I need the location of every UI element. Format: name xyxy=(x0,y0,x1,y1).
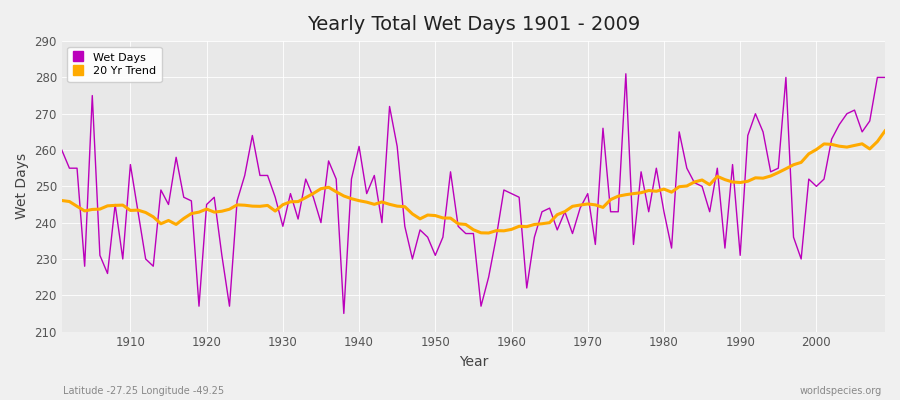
Wet Days xyxy=(605,209,616,214)
20 Yr Trend xyxy=(514,224,525,229)
20 Yr Trend xyxy=(483,231,494,236)
Wet Days xyxy=(506,191,517,196)
Wet Days xyxy=(331,177,342,182)
20 Yr Trend xyxy=(879,128,890,133)
20 Yr Trend xyxy=(285,199,296,204)
Line: Wet Days: Wet Days xyxy=(62,74,885,314)
Wet Days xyxy=(514,195,525,200)
Wet Days xyxy=(285,191,296,196)
20 Yr Trend xyxy=(57,198,68,203)
Wet Days xyxy=(879,75,890,80)
Wet Days xyxy=(338,311,349,316)
20 Yr Trend xyxy=(605,197,616,202)
Wet Days xyxy=(57,148,68,152)
20 Yr Trend xyxy=(117,203,128,208)
Text: Latitude -27.25 Longitude -49.25: Latitude -27.25 Longitude -49.25 xyxy=(63,386,224,396)
20 Yr Trend xyxy=(331,189,342,194)
X-axis label: Year: Year xyxy=(459,355,488,369)
Text: worldspecies.org: worldspecies.org xyxy=(800,386,882,396)
Legend: Wet Days, 20 Yr Trend: Wet Days, 20 Yr Trend xyxy=(68,47,162,82)
Y-axis label: Wet Days: Wet Days xyxy=(15,153,29,220)
Title: Yearly Total Wet Days 1901 - 2009: Yearly Total Wet Days 1901 - 2009 xyxy=(307,15,640,34)
Wet Days xyxy=(620,71,631,76)
Line: 20 Yr Trend: 20 Yr Trend xyxy=(62,131,885,233)
20 Yr Trend xyxy=(506,227,517,232)
Wet Days xyxy=(117,256,128,261)
